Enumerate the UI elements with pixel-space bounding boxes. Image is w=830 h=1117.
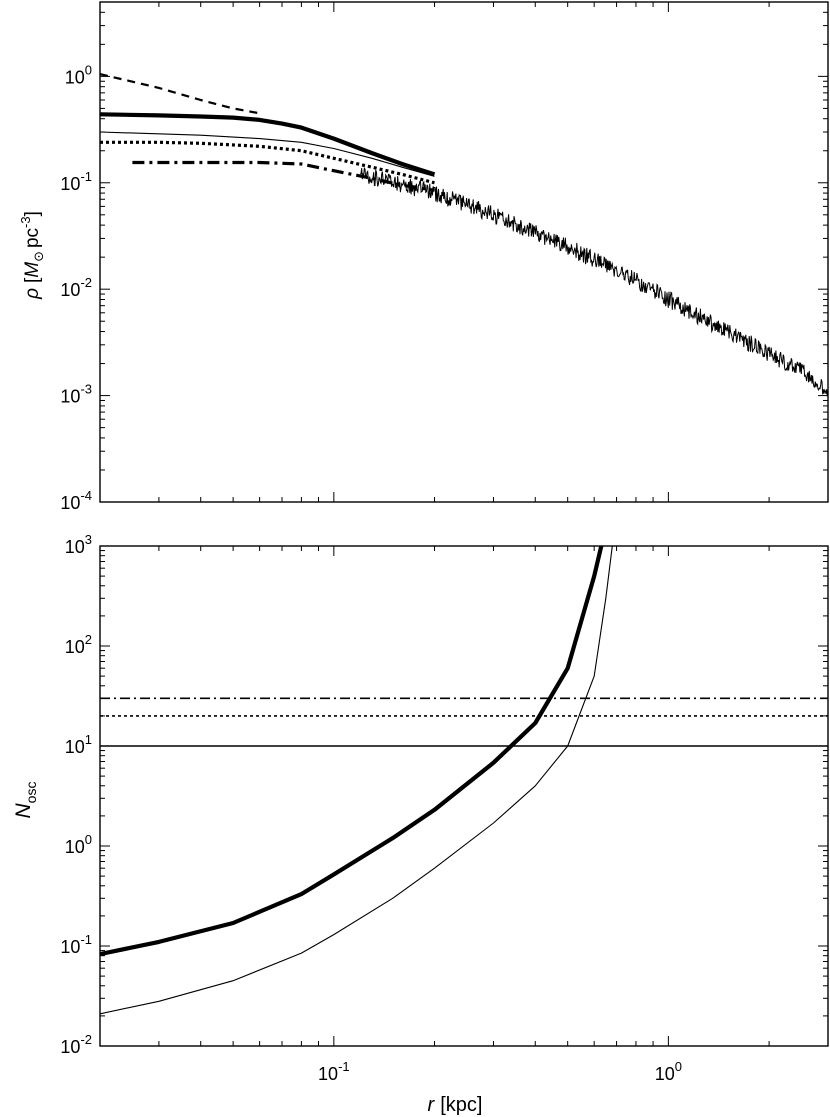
- bracket-open: [: [22, 277, 43, 283]
- bracket-close: ]: [22, 211, 43, 216]
- tick-base: 10: [65, 637, 85, 657]
- tick-exponent: 0: [675, 1059, 682, 1074]
- series-thick: [100, 112, 436, 177]
- tick-exponent: 1: [85, 732, 92, 747]
- tick-exponent: -3: [80, 382, 92, 397]
- n-symbol: N: [12, 802, 35, 818]
- y-tick-label: 101: [65, 732, 92, 757]
- y-tick-label: 100: [65, 62, 92, 87]
- kpc-unit: [kpc]: [440, 1094, 482, 1116]
- tick-exponent: -4: [80, 488, 92, 503]
- plot-frame: [99, 545, 829, 1047]
- tick-exponent: -1: [80, 932, 92, 947]
- unit-exponent: -3: [18, 216, 33, 228]
- y-tick-label: 10-2: [60, 275, 92, 300]
- tick-base: 10: [65, 537, 85, 557]
- y-tick-label: 102: [65, 632, 92, 657]
- tick-base: 10: [60, 387, 80, 407]
- density-axis-label: ρ [M⊙ pc-3]: [18, 211, 46, 300]
- rho-symbol: ρ: [22, 288, 43, 300]
- series-thick: [100, 546, 604, 957]
- x-tick-label: 10-1: [318, 1059, 350, 1084]
- tick-exponent: -1: [338, 1059, 350, 1074]
- tick-base: 10: [655, 1064, 675, 1084]
- tick-exponent: 0: [85, 832, 92, 847]
- series-dotted: [100, 140, 435, 185]
- tick-base: 10: [60, 1037, 80, 1057]
- tick-exponent: -2: [80, 275, 92, 290]
- parsec-unit: pc: [22, 228, 43, 248]
- tick-base: 10: [60, 493, 80, 513]
- y-tick-label: 10-1: [60, 169, 92, 194]
- tick-base: 10: [60, 280, 80, 300]
- nosc-axis-label: Nosc: [12, 782, 39, 819]
- tick-base: 10: [65, 837, 85, 857]
- series-noisy-band: [359, 166, 828, 397]
- tick-base: 10: [60, 937, 80, 957]
- tick-base: 10: [60, 174, 80, 194]
- tick-exponent: -2: [80, 1032, 92, 1047]
- series-dashdot: [132, 160, 435, 192]
- y-tick-label: 100: [65, 832, 92, 857]
- n-subscript: osc: [23, 782, 39, 804]
- tick-base: 10: [65, 67, 85, 87]
- y-tick-label: 10-4: [60, 488, 92, 513]
- y-tick-label: 10-3: [60, 382, 92, 407]
- r-symbol: r: [428, 1094, 436, 1116]
- tick-exponent: 3: [85, 532, 92, 547]
- tick-base: 10: [65, 737, 85, 757]
- plot-frame: [99, 1, 829, 503]
- tick-exponent: 2: [85, 632, 92, 647]
- tick-base: 10: [318, 1064, 338, 1084]
- y-tick-label: 10-2: [60, 1032, 92, 1057]
- tick-exponent: -1: [80, 169, 92, 184]
- series-thin: [100, 546, 613, 1015]
- y-tick-label: 10-1: [60, 932, 92, 957]
- tick-exponent: 0: [85, 62, 92, 77]
- mass-symbol: M: [22, 262, 43, 278]
- series-dashed: [100, 73, 260, 115]
- x-tick-label: 100: [655, 1059, 682, 1084]
- y-tick-label: 103: [65, 532, 92, 557]
- r-axis-label: r [kpc]: [428, 1094, 483, 1116]
- sun-symbol: ⊙: [31, 251, 46, 262]
- series-thin: [100, 131, 435, 177]
